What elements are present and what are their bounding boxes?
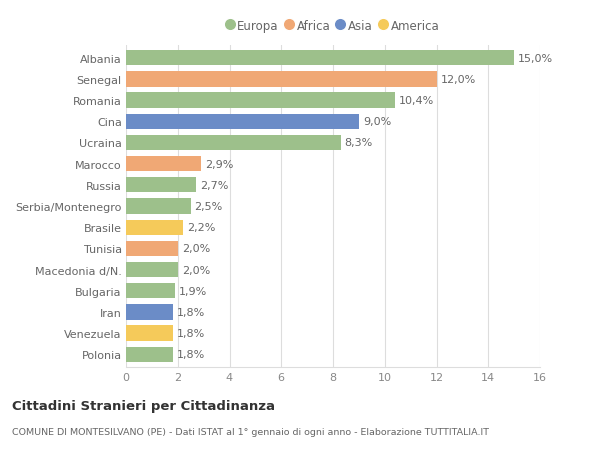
Bar <box>126 284 175 299</box>
Text: 2,0%: 2,0% <box>182 244 210 254</box>
Bar <box>126 326 173 341</box>
Bar <box>126 72 437 87</box>
Bar <box>126 93 395 108</box>
Legend: Europa, Africa, Asia, America: Europa, Africa, Asia, America <box>223 17 443 36</box>
Bar <box>126 220 183 235</box>
Text: 2,2%: 2,2% <box>187 223 215 233</box>
Text: 2,7%: 2,7% <box>200 180 228 190</box>
Bar <box>126 178 196 193</box>
Text: 1,8%: 1,8% <box>176 307 205 317</box>
Bar <box>126 51 514 66</box>
Text: 9,0%: 9,0% <box>363 117 391 127</box>
Bar <box>126 241 178 257</box>
Bar <box>126 263 178 278</box>
Text: 8,3%: 8,3% <box>344 138 373 148</box>
Bar <box>126 135 341 151</box>
Text: 2,9%: 2,9% <box>205 159 233 169</box>
Bar <box>126 305 173 320</box>
Text: 2,5%: 2,5% <box>194 202 223 212</box>
Bar <box>126 157 201 172</box>
Text: 1,8%: 1,8% <box>176 328 205 338</box>
Text: 12,0%: 12,0% <box>440 75 476 85</box>
Bar <box>126 347 173 362</box>
Text: 10,4%: 10,4% <box>399 96 434 106</box>
Text: 2,0%: 2,0% <box>182 265 210 275</box>
Text: Cittadini Stranieri per Cittadinanza: Cittadini Stranieri per Cittadinanza <box>12 399 275 412</box>
Text: COMUNE DI MONTESILVANO (PE) - Dati ISTAT al 1° gennaio di ogni anno - Elaborazio: COMUNE DI MONTESILVANO (PE) - Dati ISTAT… <box>12 427 489 436</box>
Bar <box>126 114 359 129</box>
Text: 1,9%: 1,9% <box>179 286 207 296</box>
Text: 1,8%: 1,8% <box>176 349 205 359</box>
Bar <box>126 199 191 214</box>
Text: 15,0%: 15,0% <box>518 54 553 64</box>
